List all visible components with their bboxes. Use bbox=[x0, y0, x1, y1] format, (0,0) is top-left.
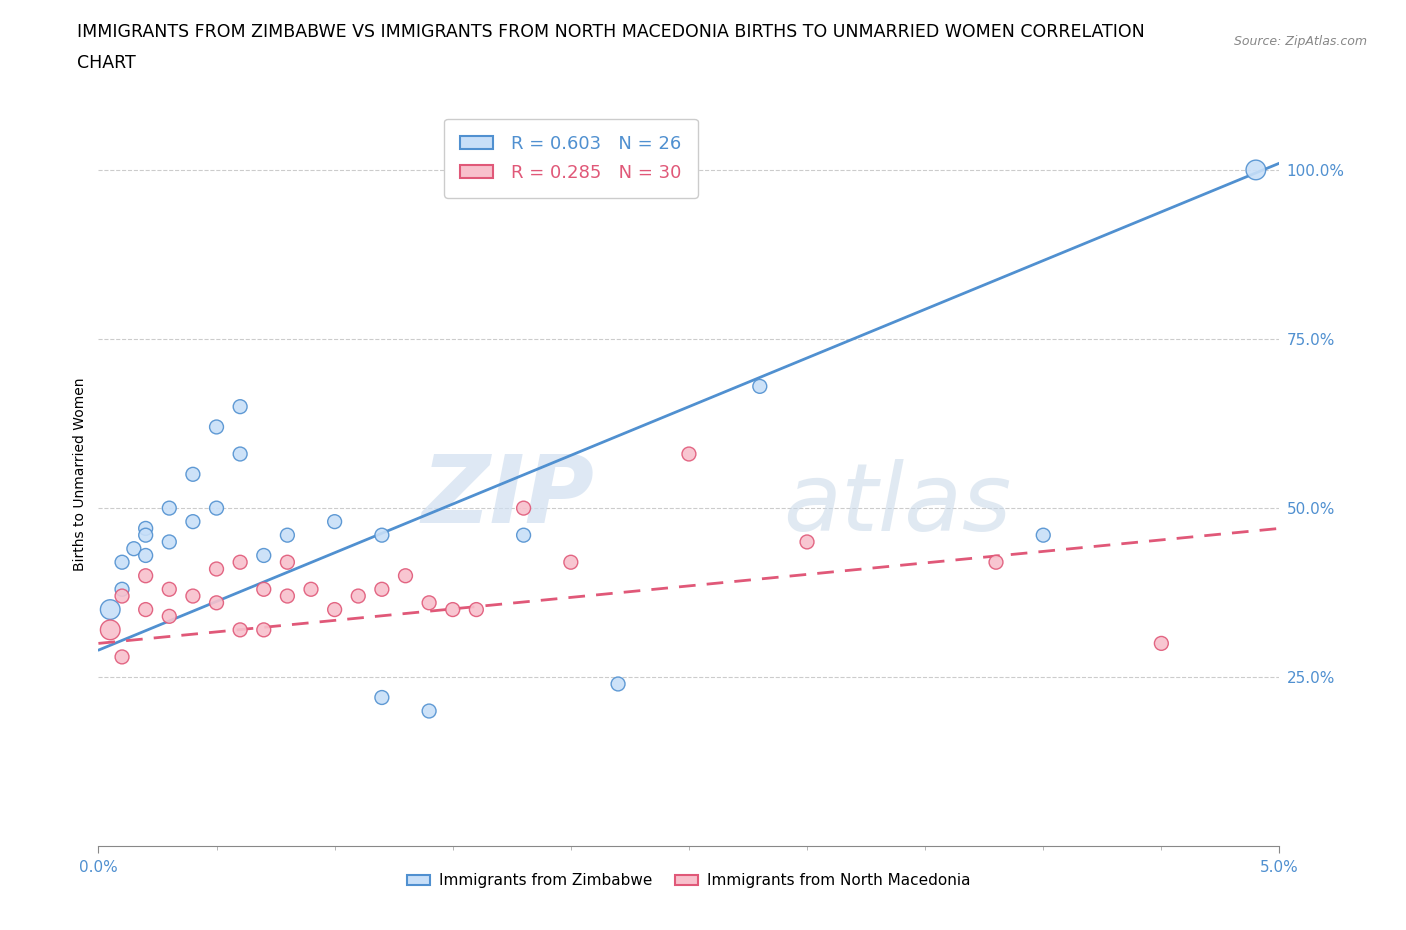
Point bbox=[253, 582, 276, 597]
Point bbox=[371, 527, 394, 542]
Point bbox=[135, 568, 157, 583]
Point bbox=[276, 589, 298, 604]
Point bbox=[111, 589, 134, 604]
Point bbox=[205, 562, 228, 577]
Text: ZIP: ZIP bbox=[422, 451, 595, 542]
Text: Source: ZipAtlas.com: Source: ZipAtlas.com bbox=[1233, 35, 1367, 48]
Point bbox=[111, 582, 134, 597]
Point bbox=[607, 676, 630, 691]
Point bbox=[253, 622, 276, 637]
Point bbox=[465, 602, 488, 617]
Point bbox=[748, 379, 770, 393]
Point bbox=[796, 535, 818, 550]
Point bbox=[135, 602, 157, 617]
Point bbox=[135, 521, 157, 536]
Point bbox=[135, 527, 157, 542]
Point bbox=[157, 609, 180, 624]
Point bbox=[984, 555, 1007, 570]
Point bbox=[347, 589, 370, 604]
Point bbox=[253, 548, 276, 563]
Point bbox=[181, 514, 204, 529]
Point bbox=[111, 649, 134, 664]
Point bbox=[678, 446, 700, 461]
Point bbox=[299, 582, 322, 597]
Point bbox=[98, 602, 121, 617]
Point bbox=[418, 704, 440, 719]
Point bbox=[157, 500, 180, 515]
Point bbox=[441, 602, 464, 617]
Point bbox=[276, 555, 298, 570]
Y-axis label: Births to Unmarried Women: Births to Unmarried Women bbox=[73, 378, 87, 571]
Point bbox=[1032, 527, 1054, 542]
Point bbox=[418, 595, 440, 610]
Point bbox=[205, 419, 228, 434]
Point bbox=[323, 514, 346, 529]
Point bbox=[371, 582, 394, 597]
Point bbox=[371, 690, 394, 705]
Point bbox=[229, 446, 252, 461]
Point bbox=[323, 602, 346, 617]
Point bbox=[157, 582, 180, 597]
Point bbox=[181, 467, 204, 482]
Point bbox=[229, 622, 252, 637]
Point bbox=[512, 527, 534, 542]
Point bbox=[512, 500, 534, 515]
Point bbox=[111, 555, 134, 570]
Point bbox=[135, 548, 157, 563]
Point bbox=[1244, 163, 1267, 178]
Point bbox=[276, 527, 298, 542]
Text: atlas: atlas bbox=[783, 458, 1012, 550]
Legend: Immigrants from Zimbabwe, Immigrants from North Macedonia: Immigrants from Zimbabwe, Immigrants fro… bbox=[401, 868, 977, 895]
Text: IMMIGRANTS FROM ZIMBABWE VS IMMIGRANTS FROM NORTH MACEDONIA BIRTHS TO UNMARRIED : IMMIGRANTS FROM ZIMBABWE VS IMMIGRANTS F… bbox=[77, 23, 1144, 41]
Point bbox=[229, 555, 252, 570]
Point bbox=[205, 595, 228, 610]
Point bbox=[394, 568, 416, 583]
Point bbox=[98, 622, 121, 637]
Point bbox=[205, 500, 228, 515]
Point bbox=[1150, 636, 1173, 651]
Point bbox=[181, 589, 204, 604]
Point bbox=[229, 399, 252, 414]
Point bbox=[157, 535, 180, 550]
Point bbox=[122, 541, 145, 556]
Point bbox=[560, 555, 582, 570]
Text: CHART: CHART bbox=[77, 54, 136, 72]
